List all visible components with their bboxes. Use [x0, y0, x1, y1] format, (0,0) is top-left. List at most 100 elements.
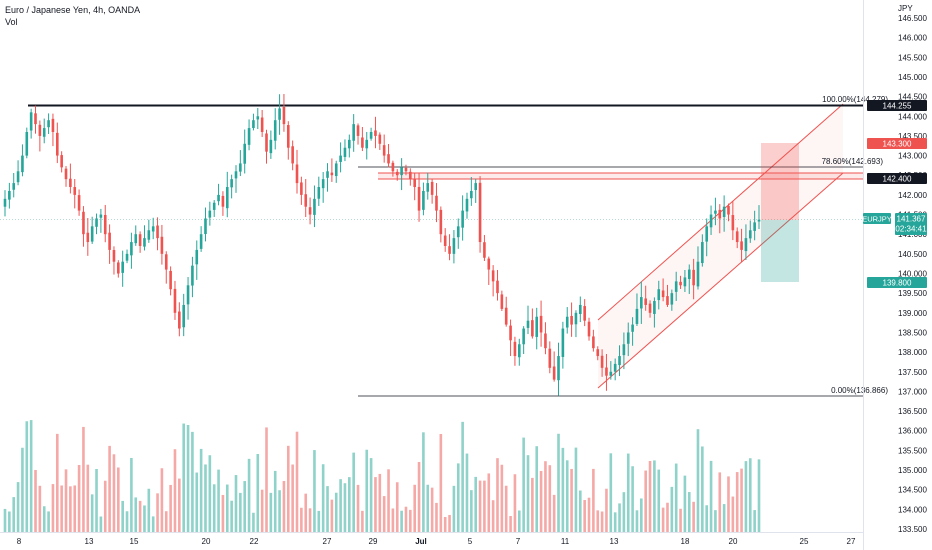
volume-bar [500, 464, 504, 532]
price-tick-label: 145.500 [898, 53, 927, 62]
volume-bar [714, 510, 717, 532]
volume-bar [73, 485, 77, 532]
volume-bar [565, 460, 569, 532]
volume-bar [583, 500, 586, 532]
candle [422, 182, 425, 216]
candle [465, 192, 469, 219]
date-tick-label: 29 [369, 537, 378, 546]
candle [578, 296, 582, 323]
price-tick-label: 136.000 [898, 427, 927, 436]
price-tick-label: 135.500 [898, 446, 927, 455]
volume-bar [16, 482, 20, 532]
supply-zone[interactable] [378, 172, 863, 180]
volume-bar [757, 459, 761, 532]
volume-bar [735, 472, 739, 532]
candle [648, 300, 652, 318]
volume-bar [308, 508, 312, 532]
volume-bar [504, 485, 508, 532]
candle [178, 302, 181, 337]
candle [748, 220, 752, 243]
candle [583, 299, 586, 327]
volume-bar [435, 502, 438, 532]
volume-bar [522, 437, 525, 532]
volume-bar [69, 486, 72, 532]
candle [722, 195, 726, 232]
candle [99, 208, 103, 233]
svg-text:141.367: 141.367 [897, 215, 926, 224]
candle [443, 228, 447, 252]
price-tick-label: 136.500 [898, 407, 927, 416]
volume-bar [644, 470, 647, 532]
svg-text:139.800: 139.800 [883, 279, 912, 288]
volume-bar [291, 464, 294, 532]
volume-bar [517, 510, 521, 532]
candle [125, 249, 129, 264]
volume-bar [592, 468, 595, 532]
candle [709, 205, 713, 235]
price-tick-label: 138.500 [898, 328, 927, 337]
candle [635, 293, 639, 326]
volume-bar [282, 480, 286, 532]
volume-bar [626, 453, 630, 532]
candle [653, 297, 656, 328]
volume-bar [156, 493, 159, 532]
volume-bar [448, 514, 451, 532]
volume-bar [648, 461, 652, 532]
time-axis[interactable]: 8 13 15 20 22 27 29 Jul 5 7 11 13 18 20 25 27 [0, 532, 863, 547]
candle [714, 197, 717, 226]
candle [300, 176, 303, 205]
candle [42, 118, 46, 144]
volume-bar [252, 512, 255, 532]
candle [308, 197, 312, 225]
candle [461, 195, 464, 241]
candle [34, 105, 37, 134]
candle [600, 349, 604, 377]
candle [687, 264, 691, 294]
candle [387, 144, 390, 168]
volume-bar [557, 433, 560, 532]
date-tick-label: 20 [729, 537, 738, 546]
volume-bar [55, 433, 59, 532]
candle [565, 307, 569, 334]
volume-bar [526, 455, 530, 532]
volume-bar [605, 488, 608, 532]
volume-bar [221, 494, 225, 532]
fib-78-label: 78.60%(142.693) [822, 157, 884, 166]
candle [82, 206, 85, 247]
candle [735, 227, 739, 249]
volume-bar [208, 455, 212, 532]
candle [204, 207, 207, 242]
date-tick-label: 27 [323, 537, 332, 546]
candle [199, 226, 203, 252]
candle [426, 172, 430, 200]
volume-bar [539, 470, 543, 532]
volume-bar [561, 447, 565, 532]
price-tick-label: 145.000 [898, 73, 927, 82]
volume-bar [718, 472, 722, 532]
volume-bar [64, 469, 68, 532]
volume-bar [613, 512, 617, 532]
volume-bar [531, 477, 534, 532]
candle [683, 269, 687, 292]
volume-bar [313, 450, 316, 532]
svg-text:143.300: 143.300 [883, 140, 912, 149]
volume-bar [496, 458, 499, 532]
candle [317, 176, 321, 206]
short-position-tool[interactable] [761, 143, 799, 282]
candle [727, 203, 730, 222]
volume-bar [413, 484, 416, 532]
candle [548, 341, 552, 374]
volume-bar [273, 470, 277, 532]
candle [130, 232, 133, 269]
volume-bar [661, 507, 665, 532]
volume-bar [151, 516, 155, 532]
volume-bar [269, 492, 273, 532]
candle [456, 218, 460, 249]
date-tick-label: 11 [561, 537, 570, 546]
candle [278, 94, 281, 135]
volume-bar [369, 458, 373, 532]
volume-bar [330, 499, 334, 532]
volume-bar [82, 426, 85, 532]
price-tick-label: 134.000 [898, 505, 927, 514]
